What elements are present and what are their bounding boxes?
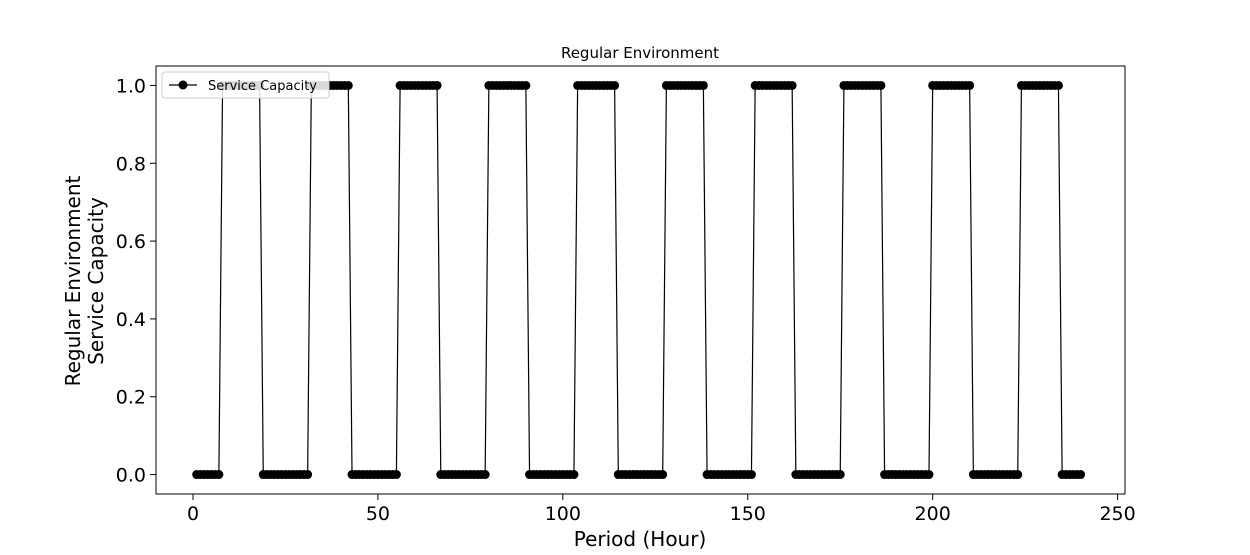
data-point — [1076, 470, 1086, 480]
y-tick-label: 0.4 — [116, 309, 146, 331]
data-point — [746, 470, 756, 480]
data-point — [658, 470, 668, 480]
y-axis-ticks: 0.0 0.2 0.4 0.6 0.8 1.0 — [116, 75, 156, 487]
y-tick-label: 0.8 — [116, 153, 146, 175]
data-point — [787, 80, 797, 90]
series-layer — [192, 80, 1086, 480]
x-tick-label: 100 — [545, 503, 581, 525]
data-point — [480, 470, 490, 480]
data-point — [835, 470, 845, 480]
y-axis-label: Regular Environment Service Capacity — [61, 175, 108, 386]
y-axis-label-line-1: Regular Environment — [61, 175, 85, 386]
series-line-service-capacity — [196, 84, 1081, 476]
legend-marker-swatch — [178, 80, 188, 90]
y-tick-label: 0.2 — [116, 387, 146, 409]
data-point — [214, 470, 224, 480]
x-tick-label: 0 — [187, 503, 199, 525]
data-point — [521, 80, 531, 90]
chart-title: Regular Environment — [561, 44, 719, 62]
data-point — [698, 80, 708, 90]
y-axis-label-line-2: Service Capacity — [84, 197, 108, 365]
x-tick-label: 250 — [1099, 503, 1135, 525]
x-axis-ticks: 0 50 100 150 200 250 — [187, 494, 1136, 525]
x-axis-label: Period (Hour) — [574, 527, 707, 551]
data-point — [432, 80, 442, 90]
legend-box — [161, 71, 330, 99]
legend-entry-service-capacity: Service Capacity — [208, 79, 317, 94]
x-tick-label: 200 — [915, 503, 951, 525]
y-tick-label: 0.0 — [116, 465, 146, 487]
data-point — [569, 470, 579, 480]
legend: Service Capacity — [161, 71, 330, 99]
data-point — [965, 80, 975, 90]
data-point — [1013, 470, 1023, 480]
x-tick-label: 150 — [730, 503, 766, 525]
y-tick-label: 1.0 — [116, 75, 146, 97]
x-tick-label: 50 — [366, 503, 390, 525]
data-point — [303, 470, 313, 480]
data-point — [876, 80, 886, 90]
y-tick-label: 0.6 — [116, 231, 146, 253]
data-point — [343, 80, 353, 90]
data-point — [610, 80, 620, 90]
plot-frame — [155, 65, 1126, 495]
data-point — [924, 470, 934, 480]
data-point — [391, 470, 401, 480]
data-point — [1053, 80, 1063, 90]
